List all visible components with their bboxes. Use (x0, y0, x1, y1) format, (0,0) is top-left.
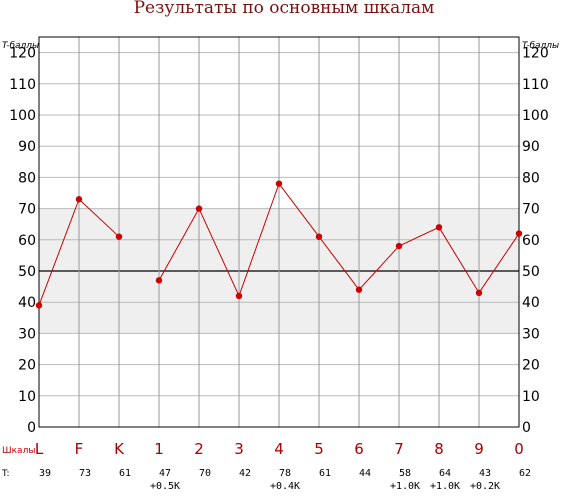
data-value-label: 61 (119, 468, 131, 479)
x-tick-label: 8 (434, 440, 444, 458)
data-point (35, 302, 43, 309)
data-point (515, 230, 523, 237)
y-axis-label-left: T-баллы (2, 41, 39, 51)
data-value-label: 47 (159, 468, 171, 479)
y-tick-label-right: 50 (522, 264, 540, 280)
data-value-label: 70 (199, 468, 211, 479)
data-point (275, 180, 283, 187)
y-tick-label-right: 40 (522, 295, 540, 311)
x-tick-label: K (114, 440, 125, 458)
x-axis-label: Шкалы (2, 446, 35, 456)
x-tick-label: 9 (474, 440, 484, 458)
x-tick-label: 7 (394, 440, 404, 458)
y-tick-label-left: 90 (18, 139, 36, 155)
y-tick-label-left: 70 (18, 202, 36, 218)
y-tick-label-right: 70 (522, 202, 540, 218)
x-tick-label: 5 (314, 440, 324, 458)
y-tick-label-left: 30 (18, 326, 36, 342)
data-value-label: 58 (399, 468, 411, 479)
data-point (195, 205, 203, 212)
data-point (475, 289, 483, 297)
chart-title: Результаты по основным шкалам (134, 0, 435, 18)
x-tick-label: 4 (274, 440, 284, 458)
x-tick-label: 3 (234, 440, 244, 458)
y-tick-label-left: 110 (9, 77, 36, 93)
x-tick-label: 6 (354, 440, 364, 458)
y-tick-label-right: 110 (522, 77, 549, 93)
y-tick-label-right: 30 (522, 326, 540, 342)
data-value-label: 39 (39, 468, 51, 479)
correction-label: +0.2K (470, 481, 500, 492)
y-tick-label-left: 100 (9, 108, 36, 124)
y-tick-label-right: 90 (522, 139, 540, 155)
y-tick-label-right: 10 (522, 389, 540, 405)
data-point (155, 277, 163, 284)
y-tick-label-right: 80 (522, 170, 540, 186)
data-value-label: 62 (519, 468, 531, 479)
y-tick-label-right: 100 (522, 108, 549, 124)
x-tick-label: 2 (194, 440, 204, 458)
correction-label: +0.4K (270, 481, 300, 492)
y-tick-label-left: 80 (18, 170, 36, 186)
data-point (355, 286, 363, 293)
correction-label: +1.0K (430, 481, 460, 492)
y-tick-label-right: 60 (522, 233, 540, 249)
y-tick-label-left: 40 (18, 295, 36, 311)
y-tick-label-left: 10 (18, 389, 36, 405)
data-value-label: 61 (319, 468, 331, 479)
data-value-label: 44 (359, 468, 371, 479)
data-point (75, 196, 83, 203)
correction-label: +0.5K (150, 481, 180, 492)
data-value-label: 42 (239, 468, 251, 479)
correction-label: +1.0K (390, 481, 420, 492)
y-tick-label-left: 60 (18, 233, 36, 249)
data-value-label: 78 (279, 468, 291, 479)
data-value-label: 64 (439, 468, 451, 479)
x-tick-label: 0 (514, 440, 524, 458)
data-point (235, 292, 243, 300)
series-line (158, 182, 520, 298)
y-tick-label-right: 120 (522, 46, 549, 62)
x-tick-label: 1 (154, 440, 164, 458)
x-tick-label: L (35, 440, 44, 458)
data-value-label: 73 (79, 468, 91, 479)
value-row-label: T: (1, 469, 10, 479)
data-point (315, 233, 323, 240)
y-tick-label-left: 20 (18, 358, 36, 374)
y-tick-label-left: 50 (18, 264, 36, 280)
x-tick-label: F (75, 440, 84, 458)
y-tick-label-right: 20 (522, 358, 540, 374)
data-value-label: 43 (479, 468, 491, 479)
y-tick-label-right: 0 (522, 420, 531, 436)
data-point (435, 224, 443, 231)
data-point (115, 233, 123, 240)
data-point (395, 242, 403, 250)
y-axis-label-right: T-баллы (522, 41, 559, 51)
y-tick-label-left: 120 (9, 46, 36, 62)
y-tick-label-left: 0 (27, 420, 36, 436)
